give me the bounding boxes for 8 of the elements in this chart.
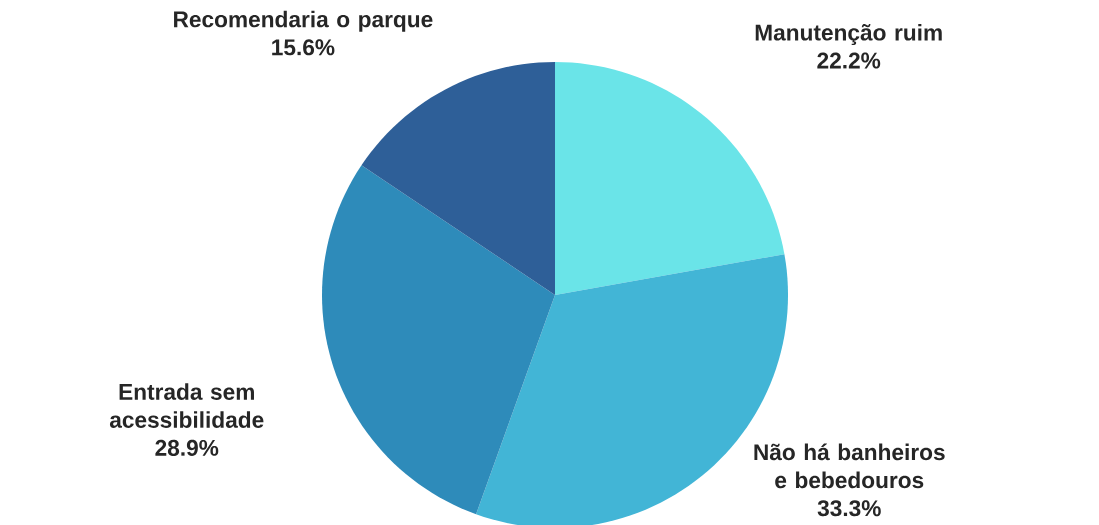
data-label: 15.6% — [272, 39, 335, 56]
slice-label: Manutenção ruim — [755, 23, 942, 46]
slice-label: Recomendaria o parque — [174, 10, 433, 32]
data-label: 22.2% — [817, 52, 881, 69]
data-label: 28.9% — [155, 439, 219, 456]
data-label: 33.3% — [817, 500, 881, 517]
slice-label: Não há banheiros e bebedouros — [754, 443, 945, 489]
slice-label: Entrada sem acessibilidade — [109, 383, 264, 428]
